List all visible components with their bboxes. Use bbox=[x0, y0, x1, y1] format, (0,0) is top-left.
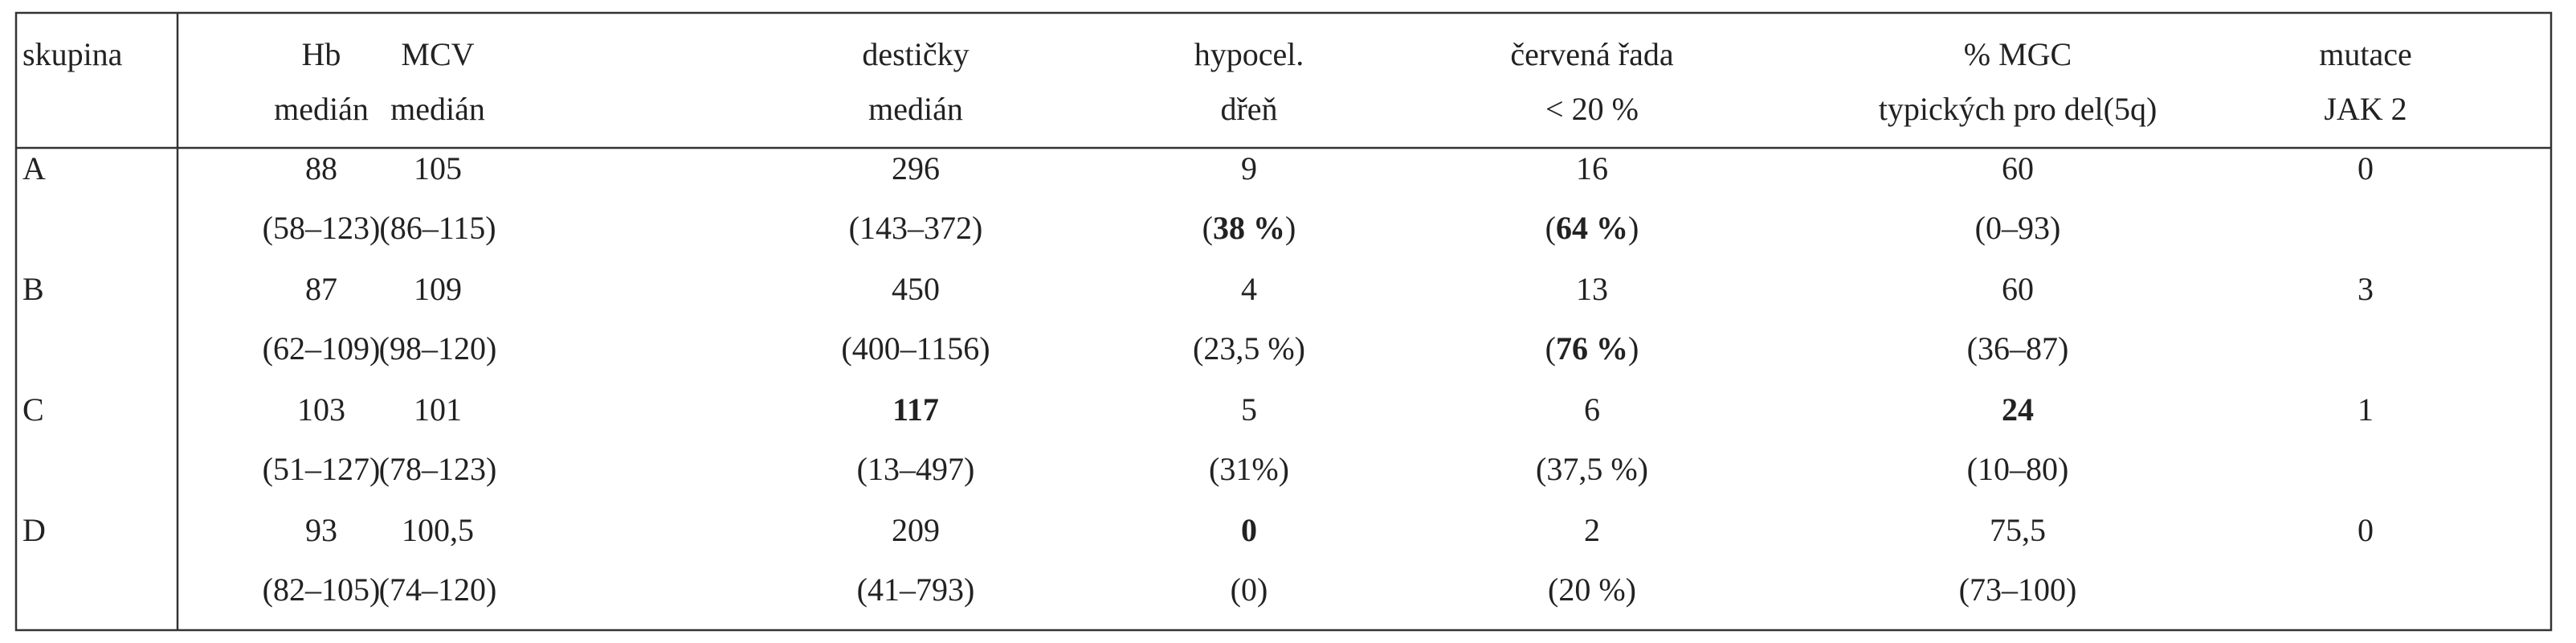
text-run: ) bbox=[1628, 330, 1639, 367]
cell: (31%) bbox=[1209, 451, 1289, 487]
text-run: ) bbox=[1285, 210, 1296, 246]
cell: (38 %) bbox=[1202, 210, 1296, 246]
cell: 0 bbox=[2358, 512, 2374, 548]
cell: (58–123) bbox=[263, 210, 381, 246]
group-label: D bbox=[22, 512, 46, 548]
text-run: 76 % bbox=[1556, 330, 1628, 367]
column-header: medián bbox=[868, 91, 963, 127]
cell: (73–100) bbox=[1959, 571, 2077, 608]
cell: (62–109) bbox=[263, 330, 381, 367]
cell: (23,5 %) bbox=[1193, 330, 1305, 367]
group-label: B bbox=[22, 271, 44, 307]
cell: 75,5 bbox=[1990, 512, 2046, 548]
cell: 60 bbox=[2002, 150, 2034, 186]
text-run: ( bbox=[1545, 210, 1556, 246]
group-label: C bbox=[22, 391, 44, 428]
cell: (86–115) bbox=[379, 210, 496, 246]
cell: 60 bbox=[2002, 271, 2034, 307]
cell: 0 bbox=[1241, 512, 1257, 548]
column-header: JAK 2 bbox=[2324, 91, 2407, 127]
column-header: dřeň bbox=[1220, 91, 1277, 127]
cell: (13–497) bbox=[857, 451, 975, 487]
cell: 5 bbox=[1241, 391, 1257, 428]
cell: 101 bbox=[414, 391, 462, 428]
cell: (20 %) bbox=[1548, 571, 1636, 608]
column-header: hypocel. bbox=[1194, 36, 1304, 72]
table-border bbox=[14, 11, 2553, 632]
text-run: ( bbox=[1545, 330, 1556, 367]
cell: 296 bbox=[892, 150, 940, 186]
cell: (10–80) bbox=[1967, 451, 2069, 487]
cell: 2 bbox=[1584, 512, 1600, 548]
cell: (64 %) bbox=[1545, 210, 1639, 246]
cell: (74–120) bbox=[379, 571, 497, 608]
column-header: červená řada bbox=[1510, 36, 1673, 72]
cell: 209 bbox=[892, 512, 940, 548]
column-header: medián bbox=[390, 91, 485, 127]
text-run: 64 % bbox=[1556, 210, 1628, 246]
cell: (0) bbox=[1231, 571, 1268, 608]
cell: (0–93) bbox=[1975, 210, 2061, 246]
cell: (78–123) bbox=[379, 451, 497, 487]
column-header: medián bbox=[274, 91, 369, 127]
cell: (143–372) bbox=[849, 210, 983, 246]
cell: (51–127) bbox=[263, 451, 381, 487]
cell: 117 bbox=[892, 391, 939, 428]
cell: 100,5 bbox=[402, 512, 474, 548]
column-header: mutace bbox=[2319, 36, 2412, 72]
cell: 1 bbox=[2358, 391, 2374, 428]
cell: 0 bbox=[2358, 150, 2374, 186]
cell: (400–1156) bbox=[841, 330, 990, 367]
cell: 109 bbox=[414, 271, 462, 307]
cell: (36–87) bbox=[1967, 330, 2069, 367]
cell: 24 bbox=[2002, 391, 2034, 428]
text-run: ) bbox=[1628, 210, 1639, 246]
cell: (41–793) bbox=[857, 571, 975, 608]
cell: 88 bbox=[305, 150, 337, 186]
cell: (76 %) bbox=[1545, 330, 1639, 367]
column-header: < 20 % bbox=[1545, 91, 1639, 127]
cell: 13 bbox=[1576, 271, 1608, 307]
column-header: destičky bbox=[862, 36, 969, 72]
cell: 105 bbox=[414, 150, 462, 186]
column-header: skupina bbox=[22, 36, 123, 72]
cell: 450 bbox=[892, 271, 940, 307]
column-header: MCV bbox=[401, 36, 474, 72]
cell: 87 bbox=[305, 271, 337, 307]
text-run: ( bbox=[1202, 210, 1213, 246]
cell: 3 bbox=[2358, 271, 2374, 307]
text-run: 38 % bbox=[1213, 210, 1285, 246]
column-header: typických pro del(5q) bbox=[1879, 91, 2158, 127]
cell: 103 bbox=[297, 391, 345, 428]
cell: (82–105) bbox=[263, 571, 381, 608]
cell: 93 bbox=[305, 512, 337, 548]
cell: 6 bbox=[1584, 391, 1600, 428]
cell: (37,5 %) bbox=[1536, 451, 1648, 487]
group-label: A bbox=[22, 150, 46, 186]
cell: 16 bbox=[1576, 150, 1608, 186]
cell: (98–120) bbox=[379, 330, 497, 367]
column-header: Hb bbox=[302, 36, 341, 72]
cell: 9 bbox=[1241, 150, 1257, 186]
cell: 4 bbox=[1241, 271, 1257, 307]
column-header: % MGC bbox=[1964, 36, 2072, 72]
